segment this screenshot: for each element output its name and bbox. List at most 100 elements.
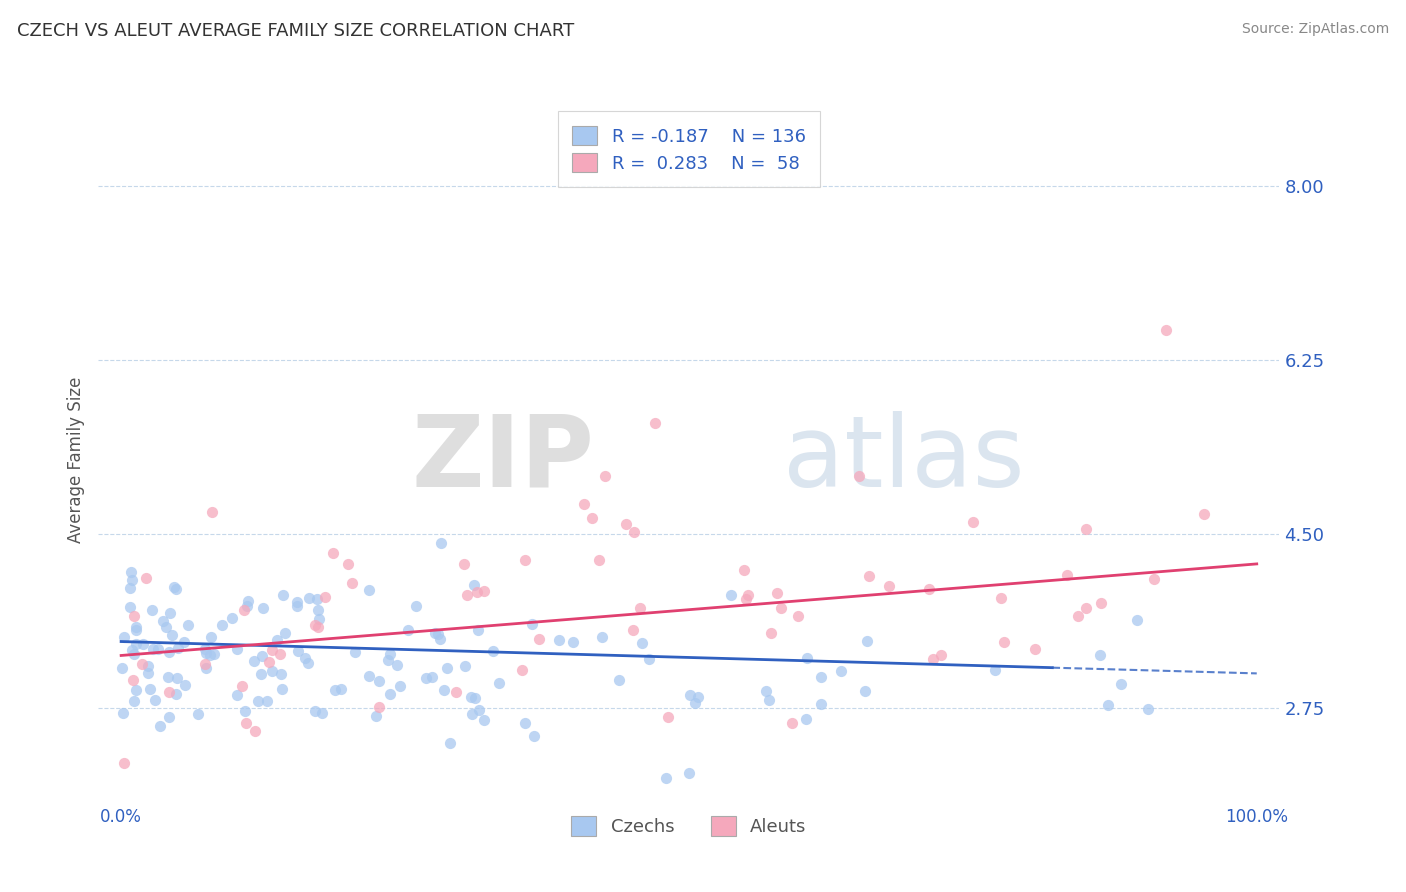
Point [1097,698,1119,712]
Text: CZECH VS ALEUT AVERAGE FAMILY SIZE CORRELATION CHART: CZECH VS ALEUT AVERAGE FAMILY SIZE CORRE… [17,22,574,40]
Point [1067,609,1090,624]
Point [733,564,755,578]
Point [848,469,870,483]
Point [149,719,172,733]
Point [465,585,488,599]
Point [256,694,278,708]
Point [436,660,458,674]
Point [454,659,477,673]
Point [686,690,709,704]
Point [132,637,155,651]
Point [780,716,803,731]
Point [607,673,630,688]
Point [1056,568,1078,582]
Point [755,683,778,698]
Point [444,685,467,699]
Point [195,646,218,660]
Point [271,588,294,602]
Point [221,611,243,625]
Point [858,569,880,583]
Point [308,612,330,626]
Point [453,557,475,571]
Point [167,640,190,655]
Point [420,670,443,684]
Point [367,700,389,714]
Point [830,664,852,678]
Point [252,601,274,615]
Point [120,599,142,614]
Point [488,676,510,690]
Point [165,582,187,596]
Point [271,682,294,697]
Point [796,650,818,665]
Point [655,771,678,785]
Point [173,678,195,692]
Point [243,654,266,668]
Point [918,582,941,597]
Point [314,590,336,604]
Point [194,657,217,671]
Point [415,671,437,685]
Point [433,682,456,697]
Point [734,591,756,606]
Point [304,704,326,718]
Point [482,644,505,658]
Point [769,600,792,615]
Point [307,620,329,634]
Point [522,617,544,632]
Point [165,687,187,701]
Point [143,693,166,707]
Point [243,723,266,738]
Point [581,510,603,524]
Point [1126,614,1149,628]
Point [456,588,478,602]
Point [152,614,174,628]
Point [561,635,583,649]
Text: atlas: atlas [783,411,1025,508]
Point [548,632,571,647]
Point [157,709,180,723]
Point [1109,676,1132,690]
Point [929,648,952,663]
Point [194,641,217,656]
Point [377,653,399,667]
Text: ZIP: ZIP [412,411,595,508]
Point [378,687,401,701]
Point [378,648,401,662]
Point [853,684,876,698]
Point [257,655,280,669]
Point [112,630,135,644]
Point [993,634,1015,648]
Point [794,712,817,726]
Point [186,706,208,721]
Point [159,607,181,621]
Point [523,729,546,743]
Point [329,682,352,697]
Point [125,623,148,637]
Point [357,669,380,683]
Point [131,657,153,671]
Point [572,497,595,511]
Point [344,645,367,659]
Point [155,619,177,633]
Point [307,603,329,617]
Point [235,715,257,730]
Point [614,516,637,531]
Point [285,599,308,613]
Point [472,714,495,728]
Point [122,647,145,661]
Point [591,630,613,644]
Point [120,565,142,579]
Point [513,552,536,566]
Point [200,630,222,644]
Point [1076,600,1098,615]
Point [270,667,292,681]
Point [405,599,427,613]
Point [262,643,284,657]
Point [385,658,408,673]
Y-axis label: Average Family Size: Average Family Size [66,376,84,542]
Point [141,602,163,616]
Point [1194,507,1216,521]
Point [513,715,536,730]
Point [439,736,461,750]
